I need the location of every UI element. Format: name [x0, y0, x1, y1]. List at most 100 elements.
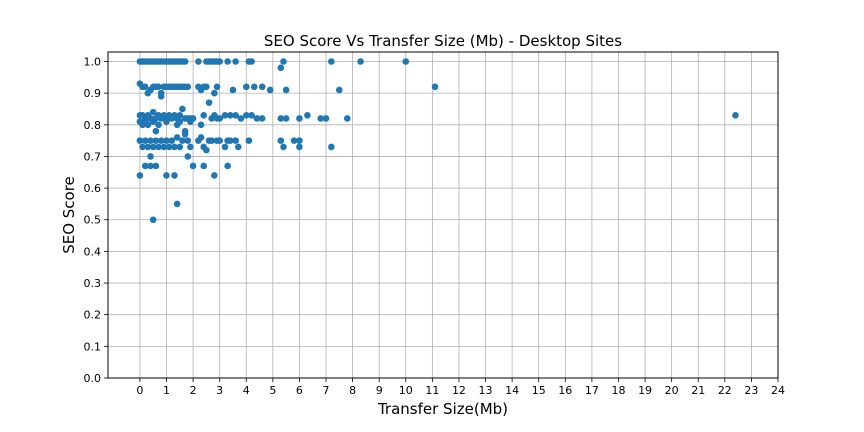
data-point: [224, 162, 231, 170]
data-point: [144, 143, 152, 151]
y-tick-label: 0.8: [84, 119, 102, 132]
data-point: [141, 137, 149, 144]
data-point: [179, 137, 186, 144]
data-point: [149, 118, 157, 125]
data-point: [248, 112, 255, 119]
x-tick-label: 20: [665, 384, 679, 397]
x-axis-ticks: 0 1 2 3 4 5 6 7 8 9 10 11 12 13 14 15 16 17 18 19 20 21 22 23 24: [136, 378, 785, 397]
data-point: [213, 83, 221, 91]
data-point: [357, 58, 364, 65]
data-point: [176, 143, 184, 151]
data-point: [258, 83, 266, 91]
data-point: [181, 58, 189, 65]
data-point: [296, 115, 303, 122]
data-point: [144, 121, 152, 129]
data-point: [200, 162, 208, 170]
data-point: [732, 112, 739, 119]
x-tick-label: 16: [558, 384, 572, 397]
data-point: [181, 130, 189, 138]
data-point: [317, 115, 324, 122]
x-tick-label: 12: [452, 384, 466, 397]
data-point: [242, 112, 250, 119]
data-point: [163, 118, 170, 125]
data-point: [266, 86, 274, 94]
x-tick-label: 9: [376, 384, 383, 397]
data-point: [155, 121, 162, 129]
chart-title: SEO Score Vs Transfer Size (Mb) - Deskto…: [264, 32, 622, 50]
x-tick-label: 18: [611, 384, 625, 397]
x-tick-label: 23: [744, 384, 758, 397]
y-axis-label: SEO Score: [60, 176, 78, 254]
data-point: [237, 115, 245, 122]
x-tick-label: 1: [163, 384, 170, 397]
y-tick-label: 0.4: [84, 245, 102, 258]
data-point: [171, 143, 178, 151]
x-tick-label: 7: [323, 384, 330, 397]
data-point: [203, 146, 210, 154]
data-point: [187, 118, 194, 125]
data-point: [216, 58, 223, 65]
data-point: [277, 115, 285, 122]
data-point: [184, 137, 192, 144]
data-point: [195, 58, 202, 65]
data-point: [304, 112, 311, 119]
data-point: [155, 83, 162, 91]
x-tick-label: 8: [349, 384, 356, 397]
x-tick-label: 10: [399, 384, 413, 397]
x-tick-label: 14: [505, 384, 519, 397]
data-point: [176, 118, 184, 125]
x-tick-label: 19: [638, 384, 652, 397]
data-point: [296, 143, 303, 151]
data-point: [258, 115, 266, 122]
data-point: [216, 115, 223, 122]
x-tick-label: 24: [771, 384, 785, 397]
data-point: [136, 172, 144, 179]
data-point: [147, 137, 154, 144]
data-point: [163, 137, 170, 144]
y-tick-label: 0.0: [84, 372, 102, 385]
data-point: [149, 108, 157, 116]
data-point: [336, 86, 343, 94]
data-point: [227, 137, 234, 144]
x-tick-label: 2: [190, 384, 197, 397]
data-point: [171, 172, 178, 179]
data-point: [184, 83, 192, 91]
data-point: [160, 143, 168, 151]
y-tick-label: 0.1: [84, 340, 102, 353]
plot-frame: [107, 51, 779, 379]
data-point: [163, 172, 170, 179]
x-tick-label: 0: [136, 384, 143, 397]
data-point: [242, 83, 250, 91]
data-point: [152, 137, 160, 144]
data-point: [282, 86, 290, 94]
y-tick-label: 0.9: [84, 87, 102, 100]
data-point: [197, 134, 205, 141]
data-point: [152, 127, 160, 135]
data-point: [157, 89, 165, 97]
data-point: [189, 162, 197, 170]
data-point: [141, 83, 149, 91]
data-point: [216, 137, 223, 144]
data-point: [328, 143, 335, 151]
data-point: [147, 153, 154, 160]
data-point: [136, 137, 144, 144]
data-point: [282, 115, 290, 122]
data-point: [168, 137, 176, 144]
x-tick-label: 5: [269, 384, 276, 397]
x-tick-label: 4: [243, 384, 250, 397]
data-point: [232, 112, 239, 119]
data-point: [157, 137, 165, 144]
data-point: [187, 143, 194, 151]
data-point: [227, 112, 234, 119]
data-point: [221, 112, 229, 119]
x-tick-label: 11: [425, 384, 439, 397]
x-tick-label: 17: [585, 384, 599, 397]
y-tick-label: 0.5: [84, 214, 102, 227]
data-point: [431, 83, 439, 91]
x-tick-label: 22: [718, 384, 732, 397]
data-point: [173, 200, 181, 208]
data-point: [141, 162, 149, 170]
x-tick-label: 13: [479, 384, 493, 397]
y-tick-label: 0.7: [84, 150, 102, 163]
data-point: [343, 115, 351, 122]
